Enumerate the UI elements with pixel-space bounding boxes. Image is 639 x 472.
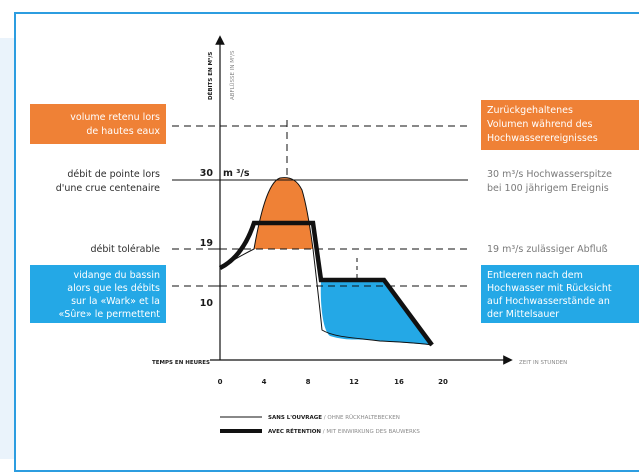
left-peak-line-2: d'une crue centenaire xyxy=(56,183,160,194)
right-retained-box xyxy=(481,100,639,150)
left-drain-box xyxy=(30,265,166,323)
left-peak-line-1: débit de pointe lors xyxy=(67,169,160,180)
y-tick-10: 10 xyxy=(200,298,214,309)
right-retained-line-2: Volumen während des xyxy=(487,119,592,130)
right-drain-line-2: Hochwasser mit Rücksicht xyxy=(487,283,612,294)
x-tick-16: 16 xyxy=(394,378,404,386)
left-retained-box xyxy=(30,104,166,144)
x-tick-20: 20 xyxy=(438,378,448,386)
left-drain-line-1: vidange du bassin xyxy=(73,270,160,281)
y-axis-caption-de: ABFLÜSSE IN M³/S xyxy=(229,50,236,100)
y-axis-caption-fr: DÉBITS EN M³/S xyxy=(206,52,214,100)
x-tick-12: 12 xyxy=(349,378,359,386)
legend-thick-label: AVEC RÉTENTION / MIT EINWIRKUNG DES BAUW… xyxy=(268,427,420,435)
right-drain-line-3: auf Hochwasserstände an xyxy=(487,296,610,307)
x-axis-caption-de: ZEIT IN STUNDEN xyxy=(519,360,567,366)
y-tick-30: 30 xyxy=(200,168,214,179)
left-tolerable-label: débit tolérable xyxy=(90,244,160,255)
left-retained-line-2: de hautes eaux xyxy=(86,126,160,137)
right-drain-line-4: der Mittelsauer xyxy=(487,309,559,320)
left-retained-line-1: volume retenu lors xyxy=(70,112,160,123)
left-drain-line-3: sur la «Wark» et la xyxy=(71,296,160,307)
right-tolerable-label: 19 m³/s zulässiger Abfluß xyxy=(487,244,608,255)
legend-thin-label: SANS L'OUVRAGE / OHNE RÜCKHALTEBECKEN xyxy=(268,414,400,421)
legend-thin-grey: / OHNE RÜCKHALTEBECKEN xyxy=(322,414,400,421)
retained-volume-area xyxy=(254,177,313,249)
legend-thick-bold: AVEC RÉTENTION xyxy=(268,427,321,435)
left-drain-line-2: alors que les débits xyxy=(67,283,160,294)
y-unit-label: m ³/s xyxy=(223,168,250,179)
x-tick-4: 4 xyxy=(262,378,267,386)
x-tick-0: 0 xyxy=(218,378,223,386)
hydrograph-with-retention xyxy=(218,220,434,347)
drain-volume-area xyxy=(320,280,432,345)
left-drain-line-4: «Sûre» le permettent xyxy=(59,309,161,320)
x-tick-8: 8 xyxy=(306,378,311,386)
right-peak-line-2: bei 100 jährigem Ereignis xyxy=(487,183,609,194)
right-drain-line-1: Entleeren nach dem xyxy=(487,270,583,281)
diagram-frame xyxy=(14,12,639,472)
right-peak-line-1: 30 m³/s Hochwasserspitze xyxy=(487,169,612,180)
y-tick-19: 19 xyxy=(200,238,213,249)
x-axis-caption-fr: TEMPS EN HEURES xyxy=(152,360,210,366)
legend-thick-grey: / MIT EINWIRKUNG DES BAUWERKS xyxy=(321,429,420,435)
hydrograph-diagram: 10 19 30 m ³/s DÉBITS EN M³/S ABFLÜSSE I… xyxy=(30,35,639,435)
legend-thin-bold: SANS L'OUVRAGE xyxy=(268,415,322,421)
right-retained-line-3: Hochwasserereignisses xyxy=(487,133,598,144)
right-retained-line-1: Zurückgehaltenes xyxy=(487,105,573,116)
right-drain-box xyxy=(481,265,639,323)
